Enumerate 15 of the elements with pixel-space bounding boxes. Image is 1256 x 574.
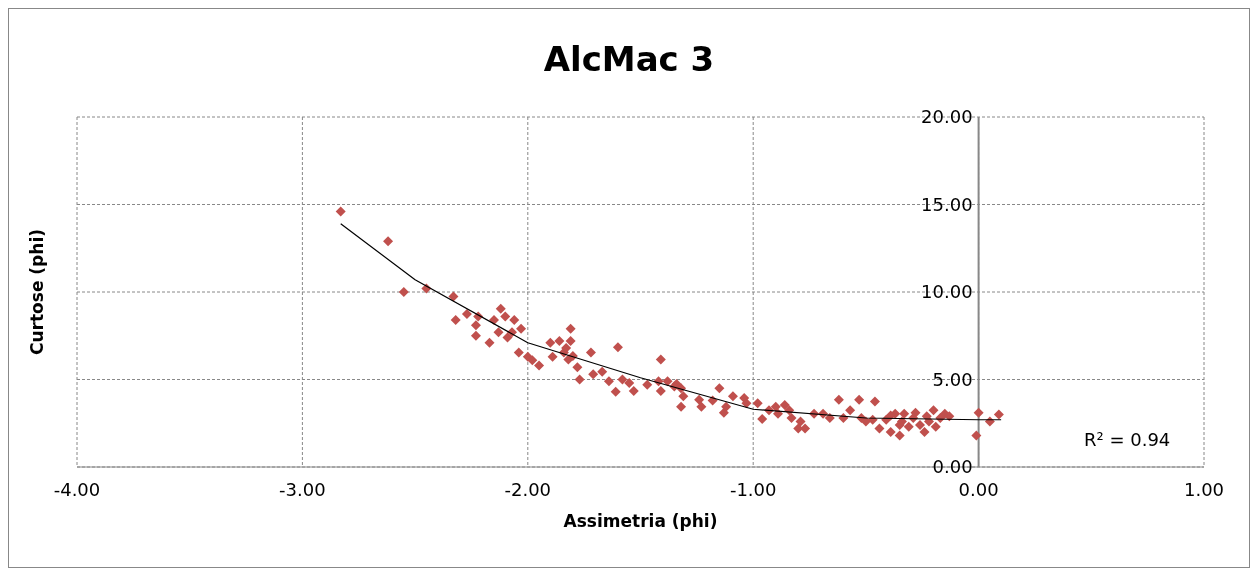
y-axis-title: Curtose (phi) [27,229,48,355]
annotation: R² = 0.94 [1084,429,1171,450]
chart-title: AlcMac 3 [542,39,716,79]
y-tick-label: 5.00 [932,368,973,390]
y-tick-label: 20.00 [921,106,973,127]
x-tick-label: -4.00 [53,478,101,500]
x-tick-label: 0.00 [958,478,999,500]
y-tick-label: 10.00 [921,281,973,302]
x-tick-label: -2.00 [504,478,552,500]
x-tick-label: -3.00 [279,478,326,500]
y-tick-label: 0.00 [932,456,973,477]
x-axis-title: Assimetria (phi) [563,511,718,531]
x-tick-label: -1.00 [729,478,777,500]
y-tick-label: 15.00 [921,193,973,215]
x-tick-label: 1.00 [1183,478,1225,500]
